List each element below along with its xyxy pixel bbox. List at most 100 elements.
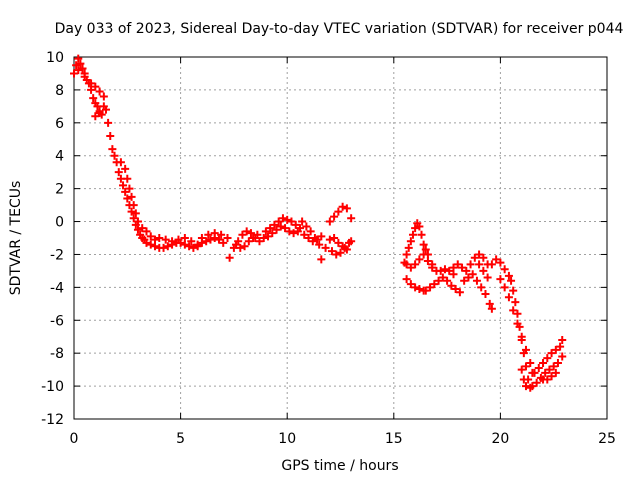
data-point [291,220,300,229]
data-point [283,215,292,224]
data-point [99,102,108,111]
data-point [406,280,415,289]
data-point [236,243,245,252]
data-point [138,224,147,233]
data-point [123,174,132,183]
data-point [338,242,347,251]
data-point [500,265,509,274]
data-point [515,322,524,331]
data-point [116,158,125,167]
data-point [287,217,296,226]
data-point [504,293,513,302]
data-point [543,375,552,384]
data-point [487,304,496,313]
data-point [519,375,528,384]
data-point [327,247,336,256]
y-axis: -12 -10 -8 -6 -4 -2 0 2 4 6 8 10 [41,50,607,428]
data-point [155,234,164,242]
data-point [253,230,262,239]
data-point [464,273,473,282]
data-point [104,118,113,127]
x-axis: 0 5 10 15 20 25 [70,57,616,447]
data-point [142,238,151,247]
data-point [496,258,505,267]
data-point [306,227,315,236]
data-point [325,235,334,244]
data-point [487,260,496,269]
data-point [114,168,123,177]
data-point [449,263,458,272]
data-point [519,349,528,358]
data-point [509,286,518,295]
data-point [70,69,78,78]
data-point [197,234,206,242]
x-tick-label: 5 [176,431,185,447]
data-point [129,214,138,223]
data-point [180,234,189,242]
data-point [204,230,213,239]
data-point [193,242,202,251]
data-point [436,266,445,275]
data-point [108,145,117,154]
data-point [428,260,437,269]
data-point [223,234,232,242]
data-point [304,234,313,242]
data-point [402,260,411,269]
data-point [534,363,543,372]
y-tick-label: -4 [50,280,64,296]
data-point [272,225,281,234]
data-point [274,217,283,226]
data-point [411,224,420,233]
data-point [434,276,443,285]
data-point [106,131,115,140]
data-point [528,382,537,391]
x-tick-label: 20 [491,431,509,447]
data-point [507,276,516,285]
y-tick-label: 4 [55,149,64,165]
data-point [492,255,501,264]
data-point [334,238,343,247]
data-point [556,342,565,351]
data-point [125,184,134,193]
data-point [547,349,556,358]
y-tick-label: -8 [50,346,64,362]
data-point [408,230,417,239]
data-point [185,242,194,251]
data-point [547,372,556,381]
data-point [455,288,464,297]
y-tick-label: -12 [41,412,64,428]
chart-title: Day 033 of 2023, Sidereal Day-to-day VTE… [55,21,624,37]
data-point [266,224,275,233]
data-point [146,232,155,241]
data-point [539,359,548,368]
data-point [119,181,128,190]
data-point [530,368,539,377]
data-point [281,224,290,233]
data-point [238,230,247,239]
data-point [462,266,471,275]
data-point [330,234,339,242]
data-point [174,235,183,244]
data-point [466,260,475,269]
data-point [242,227,251,236]
data-point [549,362,558,371]
data-point [423,250,432,259]
data-point [159,243,168,252]
data-point [261,227,270,236]
data-point [445,266,454,275]
data-point [99,92,108,101]
data-point [443,276,452,285]
data-point [121,164,130,173]
data-point [453,260,462,269]
data-point [78,64,87,73]
data-point [517,336,526,345]
data-point [300,230,309,239]
data-point [496,275,505,284]
x-tick-label: 15 [385,431,403,447]
data-point [72,61,81,70]
data-point [187,237,196,246]
data-point [470,253,479,262]
data-point [74,66,83,75]
data-point [163,242,172,251]
data-point [504,271,513,280]
